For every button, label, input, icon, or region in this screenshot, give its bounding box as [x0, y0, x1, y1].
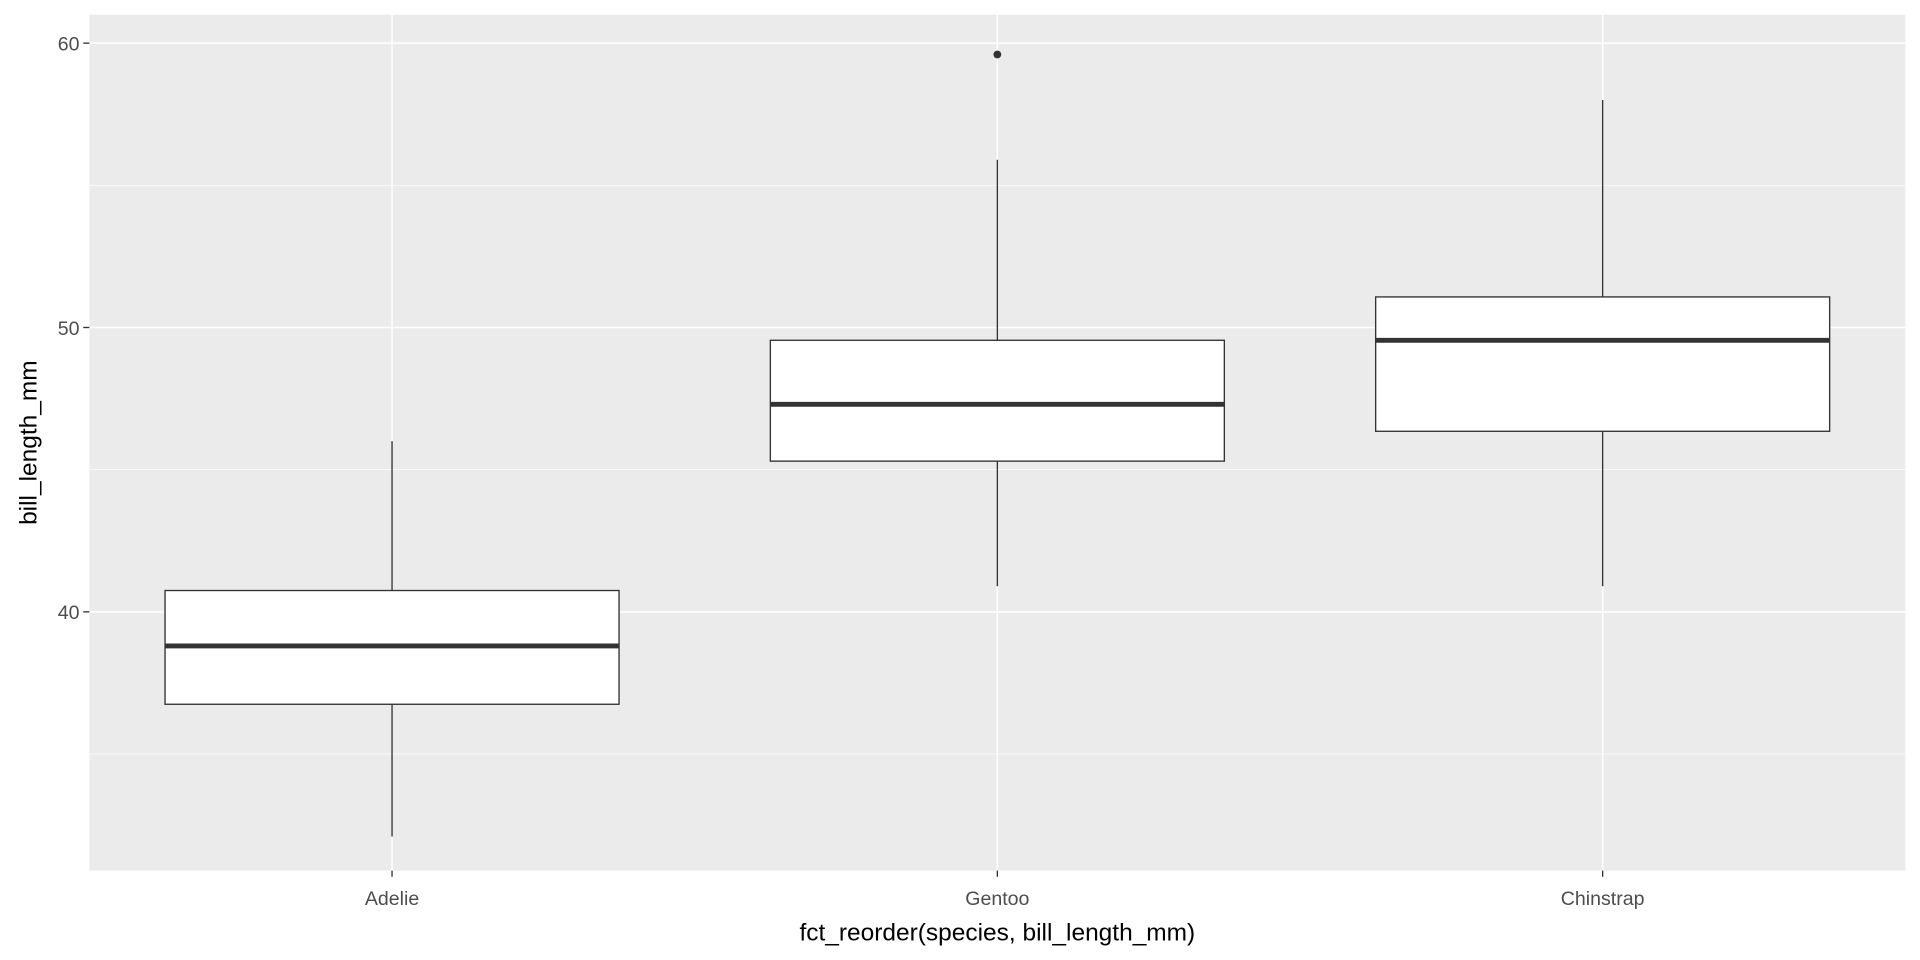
x-axis-title: fct_reorder(species, bill_length_mm) — [799, 919, 1195, 946]
x-tick-label: Chinstrap — [1561, 888, 1645, 910]
x-tick-label: Adelie — [365, 888, 420, 910]
x-tick-label: Gentoo — [965, 888, 1029, 910]
y-tick-label: 40 — [58, 602, 80, 624]
y-tick-label: 50 — [58, 318, 80, 340]
y-axis-title: bill_length_mm — [16, 360, 43, 525]
box-gentoo — [769, 339, 1226, 462]
outlier-point — [993, 50, 1002, 59]
y-tick-label: 60 — [58, 33, 80, 55]
box-chinstrap — [1374, 296, 1831, 432]
